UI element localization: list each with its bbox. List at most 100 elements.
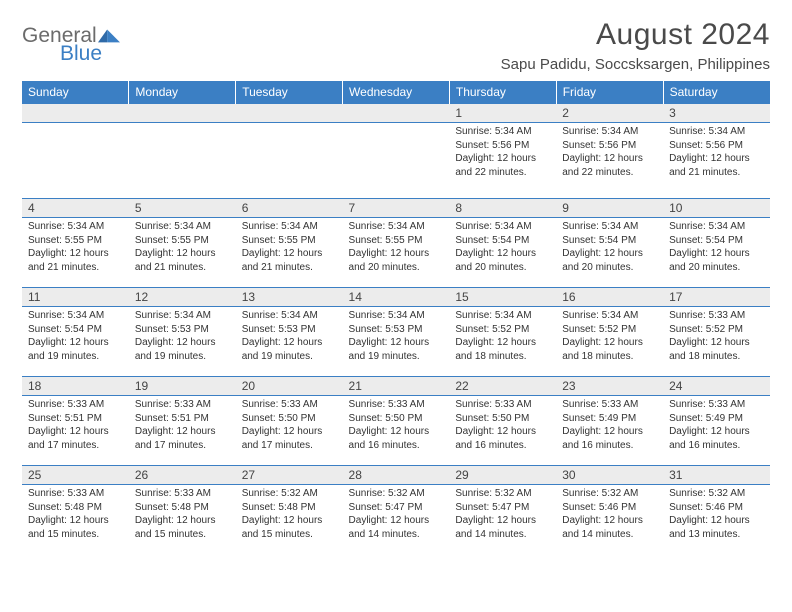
daylight-text: Daylight: 12 hours and 18 minutes. xyxy=(669,336,764,363)
day-number-cell: 5 xyxy=(129,199,236,218)
sunset-text: Sunset: 5:54 PM xyxy=(669,234,764,248)
day-cell: Sunrise: 5:34 AMSunset: 5:55 PMDaylight:… xyxy=(343,218,450,288)
day-cell: Sunrise: 5:32 AMSunset: 5:47 PMDaylight:… xyxy=(343,485,450,555)
daylight-text: Daylight: 12 hours and 14 minutes. xyxy=(455,514,550,541)
day-number: 7 xyxy=(343,199,450,217)
day-cell: Sunrise: 5:34 AMSunset: 5:52 PMDaylight:… xyxy=(449,307,556,377)
day-number xyxy=(236,104,343,122)
day-number: 5 xyxy=(129,199,236,217)
daylight-text: Daylight: 12 hours and 22 minutes. xyxy=(455,152,550,179)
daylight-text: Daylight: 12 hours and 20 minutes. xyxy=(562,247,657,274)
day-cell: Sunrise: 5:33 AMSunset: 5:52 PMDaylight:… xyxy=(663,307,770,377)
sunset-text: Sunset: 5:52 PM xyxy=(669,323,764,337)
day-cell: Sunrise: 5:34 AMSunset: 5:54 PMDaylight:… xyxy=(556,218,663,288)
sunset-text: Sunset: 5:50 PM xyxy=(242,412,337,426)
day-number: 4 xyxy=(22,199,129,217)
day-data: Sunrise: 5:33 AMSunset: 5:49 PMDaylight:… xyxy=(663,396,770,456)
day-cell: Sunrise: 5:34 AMSunset: 5:53 PMDaylight:… xyxy=(343,307,450,377)
day-data: Sunrise: 5:32 AMSunset: 5:47 PMDaylight:… xyxy=(343,485,450,545)
day-number-cell: 18 xyxy=(22,377,129,396)
day-number-cell: 9 xyxy=(556,199,663,218)
day-cell: Sunrise: 5:33 AMSunset: 5:48 PMDaylight:… xyxy=(22,485,129,555)
sunset-text: Sunset: 5:48 PM xyxy=(242,501,337,515)
day-number: 8 xyxy=(449,199,556,217)
sunset-text: Sunset: 5:54 PM xyxy=(455,234,550,248)
day-number: 2 xyxy=(556,104,663,122)
day-number-cell: 4 xyxy=(22,199,129,218)
header: GeneralBlue August 2024 Sapu Padidu, Soc… xyxy=(22,18,770,73)
day-number-cell: 10 xyxy=(663,199,770,218)
sunset-text: Sunset: 5:48 PM xyxy=(135,501,230,515)
sunrise-text: Sunrise: 5:34 AM xyxy=(135,309,230,323)
day-cell: Sunrise: 5:34 AMSunset: 5:56 PMDaylight:… xyxy=(663,123,770,199)
day-header: Thursday xyxy=(449,81,556,104)
sunset-text: Sunset: 5:55 PM xyxy=(28,234,123,248)
sunset-text: Sunset: 5:54 PM xyxy=(562,234,657,248)
day-cell: Sunrise: 5:34 AMSunset: 5:55 PMDaylight:… xyxy=(129,218,236,288)
sunrise-text: Sunrise: 5:33 AM xyxy=(669,309,764,323)
day-number-cell: 16 xyxy=(556,288,663,307)
sunset-text: Sunset: 5:55 PM xyxy=(242,234,337,248)
day-data: Sunrise: 5:34 AMSunset: 5:53 PMDaylight:… xyxy=(129,307,236,367)
day-data: Sunrise: 5:34 AMSunset: 5:55 PMDaylight:… xyxy=(22,218,129,278)
day-data: Sunrise: 5:33 AMSunset: 5:51 PMDaylight:… xyxy=(22,396,129,456)
day-number: 14 xyxy=(343,288,450,306)
sunset-text: Sunset: 5:47 PM xyxy=(455,501,550,515)
day-data: Sunrise: 5:34 AMSunset: 5:54 PMDaylight:… xyxy=(22,307,129,367)
daylight-text: Daylight: 12 hours and 15 minutes. xyxy=(28,514,123,541)
sunrise-text: Sunrise: 5:32 AM xyxy=(669,487,764,501)
day-number xyxy=(343,104,450,122)
day-number-cell: 19 xyxy=(129,377,236,396)
sunset-text: Sunset: 5:53 PM xyxy=(349,323,444,337)
day-header: Tuesday xyxy=(236,81,343,104)
day-cell: Sunrise: 5:32 AMSunset: 5:47 PMDaylight:… xyxy=(449,485,556,555)
sunrise-text: Sunrise: 5:32 AM xyxy=(562,487,657,501)
sunrise-text: Sunrise: 5:34 AM xyxy=(28,309,123,323)
day-number-cell: 8 xyxy=(449,199,556,218)
day-number-cell: 28 xyxy=(343,466,450,485)
day-number: 25 xyxy=(22,466,129,484)
sunset-text: Sunset: 5:50 PM xyxy=(349,412,444,426)
day-header: Monday xyxy=(129,81,236,104)
day-number: 19 xyxy=(129,377,236,395)
day-number: 9 xyxy=(556,199,663,217)
sunset-text: Sunset: 5:52 PM xyxy=(562,323,657,337)
daylight-text: Daylight: 12 hours and 20 minutes. xyxy=(349,247,444,274)
day-cell: Sunrise: 5:33 AMSunset: 5:48 PMDaylight:… xyxy=(129,485,236,555)
day-cell: Sunrise: 5:34 AMSunset: 5:55 PMDaylight:… xyxy=(236,218,343,288)
day-number xyxy=(129,104,236,122)
day-number: 28 xyxy=(343,466,450,484)
day-data: Sunrise: 5:33 AMSunset: 5:51 PMDaylight:… xyxy=(129,396,236,456)
sunrise-text: Sunrise: 5:34 AM xyxy=(455,220,550,234)
day-cell: Sunrise: 5:34 AMSunset: 5:54 PMDaylight:… xyxy=(449,218,556,288)
daylight-text: Daylight: 12 hours and 16 minutes. xyxy=(455,425,550,452)
daylight-text: Daylight: 12 hours and 21 minutes. xyxy=(135,247,230,274)
day-data: Sunrise: 5:33 AMSunset: 5:48 PMDaylight:… xyxy=(129,485,236,545)
sunrise-text: Sunrise: 5:34 AM xyxy=(562,125,657,139)
day-data: Sunrise: 5:34 AMSunset: 5:54 PMDaylight:… xyxy=(663,218,770,278)
day-cell: Sunrise: 5:34 AMSunset: 5:54 PMDaylight:… xyxy=(22,307,129,377)
day-data: Sunrise: 5:34 AMSunset: 5:54 PMDaylight:… xyxy=(449,218,556,278)
day-number-cell: 6 xyxy=(236,199,343,218)
day-number: 13 xyxy=(236,288,343,306)
daylight-text: Daylight: 12 hours and 14 minutes. xyxy=(349,514,444,541)
day-number-cell: 17 xyxy=(663,288,770,307)
sunset-text: Sunset: 5:49 PM xyxy=(562,412,657,426)
day-cell xyxy=(236,123,343,199)
daylight-text: Daylight: 12 hours and 14 minutes. xyxy=(562,514,657,541)
day-header: Friday xyxy=(556,81,663,104)
day-data: Sunrise: 5:34 AMSunset: 5:55 PMDaylight:… xyxy=(129,218,236,278)
month-title: August 2024 xyxy=(501,18,770,52)
day-cell: Sunrise: 5:34 AMSunset: 5:55 PMDaylight:… xyxy=(22,218,129,288)
day-number xyxy=(22,104,129,122)
day-data: Sunrise: 5:34 AMSunset: 5:55 PMDaylight:… xyxy=(343,218,450,278)
day-data: Sunrise: 5:32 AMSunset: 5:48 PMDaylight:… xyxy=(236,485,343,545)
day-number-cell: 11 xyxy=(22,288,129,307)
day-number: 31 xyxy=(663,466,770,484)
sunrise-text: Sunrise: 5:33 AM xyxy=(135,487,230,501)
sunrise-text: Sunrise: 5:33 AM xyxy=(242,398,337,412)
sunrise-text: Sunrise: 5:33 AM xyxy=(135,398,230,412)
sunrise-text: Sunrise: 5:34 AM xyxy=(349,220,444,234)
sunset-text: Sunset: 5:46 PM xyxy=(669,501,764,515)
day-number: 12 xyxy=(129,288,236,306)
